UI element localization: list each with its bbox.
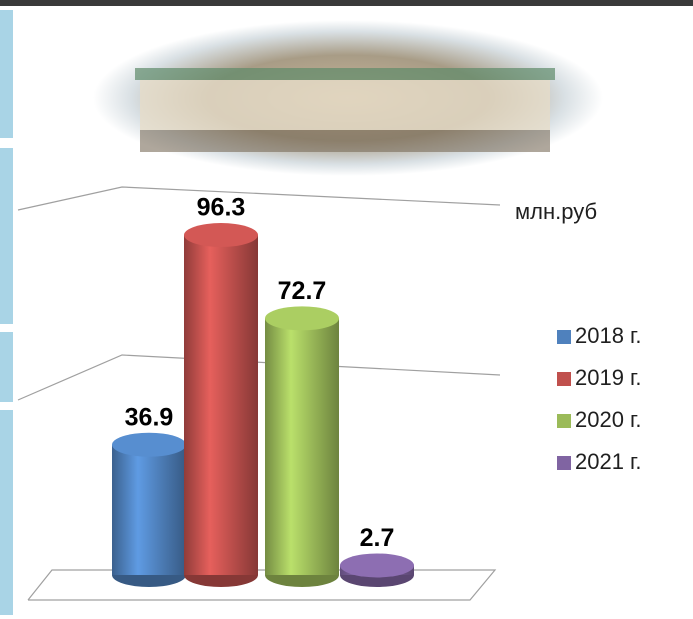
legend-label: 2020 г. (575, 407, 642, 432)
bar-top (265, 306, 339, 331)
bar (265, 318, 339, 575)
bar-top (112, 432, 186, 457)
legend-label: 2021 г. (575, 449, 642, 474)
bar (184, 235, 258, 575)
side-panel (0, 10, 13, 615)
legend-swatch (557, 372, 571, 386)
bar-top (184, 223, 258, 248)
legend-swatch (557, 456, 571, 470)
data-label: 2.7 (360, 524, 395, 552)
data-label: 72.7 (278, 277, 327, 305)
data-label: 96.3 (197, 194, 246, 222)
bar-top (340, 553, 414, 578)
bar (112, 444, 186, 575)
legend-swatch (557, 414, 571, 428)
unit-label: млн.руб (515, 199, 597, 224)
legend-swatch (557, 330, 571, 344)
legend-label: 2018 г. (575, 323, 642, 348)
legend-label: 2019 г. (575, 365, 642, 390)
building-photo (93, 20, 603, 176)
top-border (0, 0, 693, 6)
chart-walls (17, 186, 501, 601)
data-label: 36.9 (125, 403, 174, 431)
